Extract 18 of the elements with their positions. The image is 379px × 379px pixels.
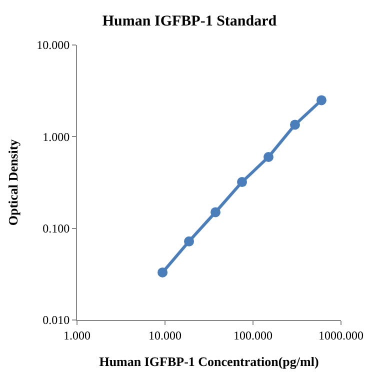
x-tick-label: 10.000 [148, 328, 182, 342]
chart-title: Human IGFBP-1 Standard [102, 14, 278, 30]
point [158, 267, 168, 278]
y-tick-label: 10.000 [36, 38, 70, 52]
point [210, 207, 221, 218]
point [264, 152, 274, 162]
x-axis-title: Human IGFBP-1 Concentration(pg/ml) [99, 354, 319, 369]
x-tick-label: 100.000 [234, 328, 272, 342]
y-axis-title: Optical Density [6, 138, 21, 226]
point [184, 236, 194, 246]
y-tick-label: 1.000 [42, 130, 70, 144]
point [290, 120, 300, 130]
point [316, 95, 326, 106]
point [237, 177, 248, 188]
y-tick-label: 0.010 [42, 313, 70, 328]
y-tick-label: 0.100 [42, 222, 70, 236]
x-tick-label: 1.000 [64, 328, 90, 342]
x-tick-label: 1000.000 [318, 328, 364, 342]
